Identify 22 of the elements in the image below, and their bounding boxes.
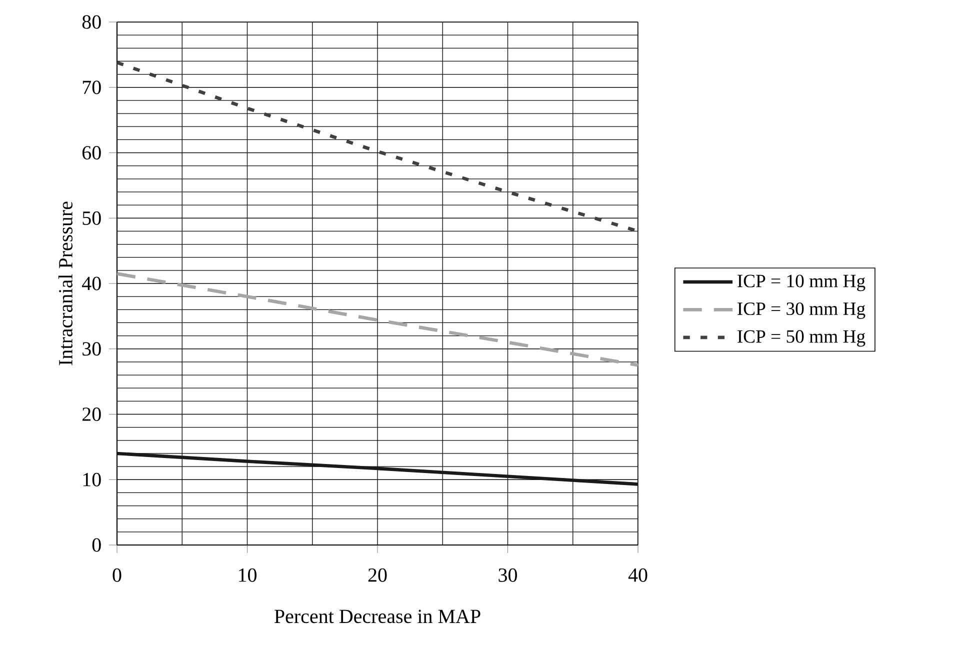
x-tick-label: 0 [112, 568, 122, 582]
legend-label: ICP = 50 mm Hg [738, 330, 866, 347]
x-tick-label: 10 [239, 568, 256, 582]
y-tick-label: 50 [82, 211, 101, 225]
legend-label: ICP = 30 mm Hg [738, 302, 866, 319]
x-tick-label: 40 [628, 568, 648, 582]
line-series [117, 272, 638, 367]
line-series [117, 60, 638, 233]
x-tick-label: 30 [498, 568, 517, 582]
x-tick-label: 20 [368, 568, 387, 582]
y-tick-label: 0 [92, 538, 101, 552]
y-tick-label: 40 [82, 276, 101, 290]
y-tick-label: 10 [83, 472, 101, 486]
line-series [117, 452, 638, 486]
y-tick-label: 20 [82, 408, 101, 421]
y-tick-label: 60 [82, 146, 101, 160]
y-tick-label: 70 [82, 80, 101, 94]
legend-label: ICP = 10 mm Hg [738, 274, 866, 292]
x-axis-title: Percent Decrease in MAP [274, 610, 480, 624]
y-tick-label: 80 [82, 15, 101, 29]
y-tick-label: 30 [82, 342, 101, 356]
y-axis-title: Intracranial Pressure [58, 202, 72, 366]
